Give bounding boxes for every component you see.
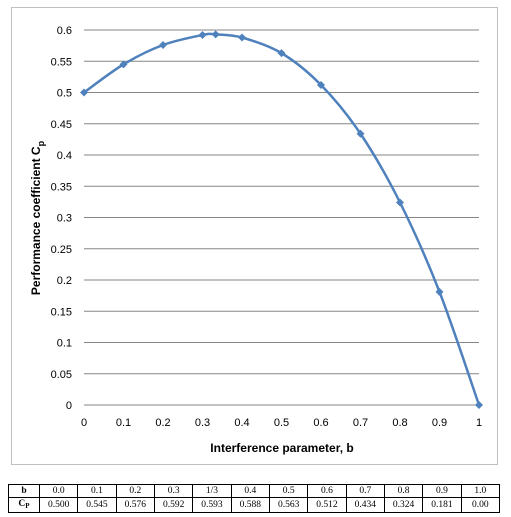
y-tick-label: 0.2 <box>57 275 72 287</box>
data-point-marker <box>198 31 207 39</box>
table-cell-b: 0.8 <box>383 484 424 498</box>
data-point-marker <box>475 401 483 409</box>
x-tick-label: 0.3 <box>195 417 210 429</box>
x-tick-label: 0.4 <box>234 417 249 429</box>
y-tick-label: 0.6 <box>57 25 72 37</box>
series-markers <box>80 30 483 409</box>
y-tick-label: 0.4 <box>57 150 72 162</box>
table-cell-b: 0.6 <box>307 484 347 498</box>
x-tick-label: 0.2 <box>155 417 170 429</box>
y-axis-title-main: Performance coefficient C <box>29 146 43 295</box>
x-tick-label: 0.1 <box>116 417 131 429</box>
y-tick-label: 0.45 <box>51 119 72 131</box>
data-point-marker <box>211 30 220 39</box>
table-cell-b: 0.7 <box>345 484 385 498</box>
data-table: b 0.0 0.1 0.2 0.3 1/3 0.4 0.5 0.6 0.7 0.8 0.9 1.0 C… <box>8 484 501 513</box>
table-cell-cp: 0.593 <box>192 497 232 513</box>
y-tick-label: 0 <box>66 400 72 412</box>
table-cell-cp: 0.500 <box>38 497 79 513</box>
table-row-b: b 0.0 0.1 0.2 0.3 1/3 0.4 0.5 0.6 0.7 0.8 0.9 1.0 <box>8 484 501 498</box>
table-cell-cp: 0.545 <box>77 497 117 513</box>
y-tick-label: 0.25 <box>51 244 72 256</box>
y-tick-label: 0.05 <box>51 369 72 381</box>
table-cell-cp: 0.592 <box>153 497 194 513</box>
table-cell-cp: 0.563 <box>268 497 309 513</box>
data-point-marker <box>435 287 444 296</box>
table-cell-b: 0.9 <box>422 484 462 498</box>
y-tick-label: 0.15 <box>51 306 72 318</box>
y-axis-title: Performance coefficient Cp <box>29 140 46 295</box>
y-axis-title-subscript: p <box>36 140 46 146</box>
x-axis-title: Interference parameter, b <box>210 441 353 455</box>
cp-curve <box>83 32 481 406</box>
x-tick-label: 0.9 <box>432 417 447 429</box>
table-cell-cp: 0.588 <box>230 497 270 513</box>
y-tick-label: 0.5 <box>57 88 72 100</box>
table-cell-cp: 0.512 <box>307 497 347 513</box>
table-row-cp: CP 0.500 0.545 0.576 0.592 0.593 0.588 0.563 0.… <box>8 497 501 513</box>
table-cell-b: 0.4 <box>230 484 270 498</box>
table-cell-b: 0.3 <box>153 484 194 498</box>
table-cell-b: 0.5 <box>268 484 309 498</box>
table-cell-cp: 0.00 <box>460 497 501 513</box>
x-tick-label: 0.8 <box>392 417 407 429</box>
table-cell-b: 0.1 <box>77 484 117 498</box>
tick-labels: 0 0.05 0.1 0.15 0.2 0.25 0.3 0.35 0.4 0.45 0.5 0.55… <box>51 25 482 429</box>
data-point-marker <box>277 49 286 58</box>
data-point-marker <box>396 198 404 207</box>
table-cell-b: 1/3 <box>192 484 232 498</box>
table-cell-cp: 0.434 <box>345 497 385 513</box>
table-cell-cp: 0.324 <box>383 497 424 513</box>
x-tick-label: 0 <box>81 417 87 429</box>
x-tick-label: 0.7 <box>353 417 368 429</box>
y-tick-label: 0.55 <box>51 56 72 68</box>
table-cell-cp: 0.576 <box>115 497 155 513</box>
row-b-label: b <box>8 484 40 498</box>
x-tick-label: 1 <box>476 417 482 429</box>
table-cell-b: 0.2 <box>115 484 155 498</box>
data-point-marker <box>238 33 246 42</box>
row-cp-label: CP <box>8 497 40 513</box>
y-tick-label: 0.1 <box>57 338 72 350</box>
data-point-marker <box>119 60 128 69</box>
y-tick-label: 0.35 <box>51 181 72 193</box>
y-tick-label: 0.3 <box>57 213 72 225</box>
row-cp-label-main: C <box>18 499 26 509</box>
data-point-marker <box>159 41 167 49</box>
grid-lines <box>84 29 479 406</box>
x-tick-label: 0.6 <box>313 417 328 429</box>
data-point-marker <box>317 81 325 89</box>
row-cp-label-subscript: P <box>25 502 30 510</box>
series-line <box>83 32 481 406</box>
data-point-marker <box>356 129 365 138</box>
table-cell-cp: 0.181 <box>422 497 462 513</box>
data-point-marker <box>80 88 88 97</box>
x-tick-label: 0.5 <box>274 417 289 429</box>
table-cell-b: 0.0 <box>38 484 79 498</box>
table-cell-b: 1.0 <box>460 484 501 498</box>
